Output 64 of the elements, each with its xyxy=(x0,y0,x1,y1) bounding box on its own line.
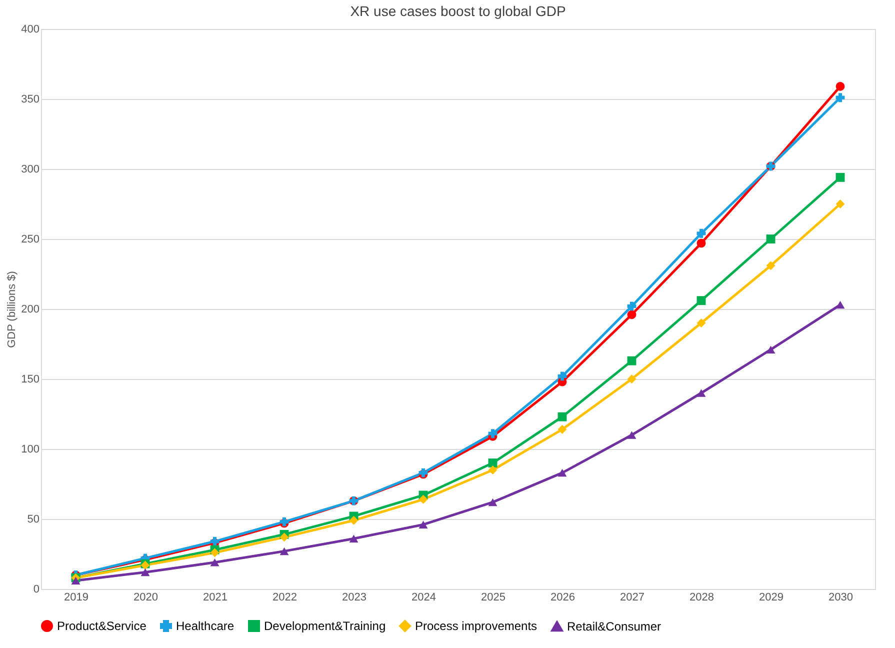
point xyxy=(696,318,706,328)
y-tick-label: 50 xyxy=(27,514,40,526)
point xyxy=(558,468,567,477)
x-tick-label: 2020 xyxy=(134,592,158,604)
point xyxy=(418,494,428,504)
y-tick-label: 0 xyxy=(33,584,40,596)
y-tick-label: 200 xyxy=(21,304,40,316)
point xyxy=(210,548,220,558)
point xyxy=(627,431,636,439)
point xyxy=(627,302,636,311)
legend-label: Healthcare xyxy=(176,619,234,633)
point xyxy=(766,261,776,270)
x-tick-label: 2029 xyxy=(759,592,784,604)
point xyxy=(836,82,845,91)
point xyxy=(488,429,498,438)
point xyxy=(696,296,706,306)
point xyxy=(280,547,289,556)
x-tick-label: 2028 xyxy=(690,592,714,604)
point xyxy=(349,534,358,542)
point xyxy=(836,93,845,102)
y-tick-label: 300 xyxy=(21,164,40,176)
x-tick-label: 2027 xyxy=(620,592,644,604)
x-tick-label: 2022 xyxy=(272,592,297,604)
x-tick-label: 2023 xyxy=(342,592,366,604)
legend-label: Retail&Consumer xyxy=(567,619,662,634)
point xyxy=(558,424,567,434)
point xyxy=(696,389,706,397)
point xyxy=(418,520,428,528)
point xyxy=(488,466,498,474)
y-tick-label: 250 xyxy=(21,234,40,246)
point xyxy=(696,228,706,238)
legend-label: Product&Service xyxy=(57,619,147,633)
y-tick-label: 100 xyxy=(21,444,40,456)
x-tick-label: 2019 xyxy=(64,592,88,604)
point xyxy=(766,346,776,354)
point xyxy=(140,568,150,576)
point xyxy=(836,172,845,182)
point xyxy=(71,576,80,584)
point xyxy=(558,372,567,381)
point xyxy=(280,532,289,542)
y-tick-label: 350 xyxy=(21,94,40,106)
x-tick-label: 2021 xyxy=(203,592,228,604)
legend-label: Development&Training xyxy=(264,619,386,633)
point xyxy=(836,200,845,208)
legend-label: Process improvements xyxy=(415,619,538,633)
y-axis-title: GDP (billions $) xyxy=(6,271,18,348)
point xyxy=(836,300,845,309)
point xyxy=(210,558,220,566)
x-tick-label: 2026 xyxy=(550,592,575,604)
point xyxy=(349,516,358,525)
x-tick-label: 2024 xyxy=(412,592,436,604)
y-tick-label: 400 xyxy=(21,24,40,36)
y-tick-label: 150 xyxy=(21,374,40,386)
point xyxy=(558,412,567,422)
chart-title: XR use cases boost to global GDP xyxy=(350,3,566,19)
point xyxy=(696,238,706,248)
x-tick-label: 2030 xyxy=(828,592,853,604)
x-tick-label: 2025 xyxy=(481,592,506,604)
point xyxy=(766,234,776,244)
point xyxy=(488,498,498,506)
point xyxy=(627,356,636,366)
point xyxy=(488,458,498,468)
point xyxy=(627,310,636,320)
point xyxy=(627,374,636,384)
